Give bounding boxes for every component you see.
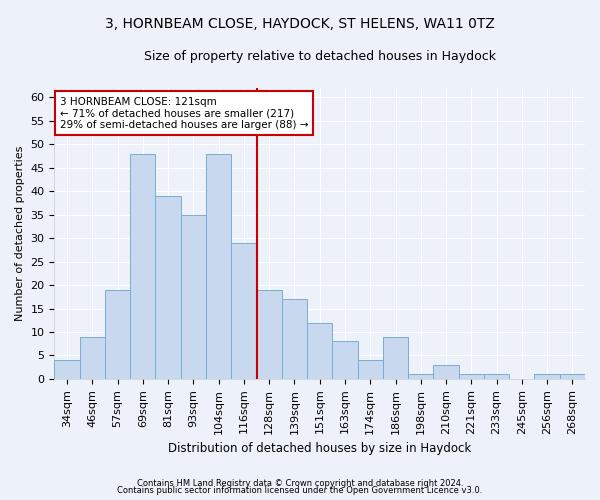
Bar <box>105 290 130 379</box>
Bar <box>257 290 282 379</box>
Bar <box>332 342 358 379</box>
Bar <box>358 360 383 379</box>
Bar <box>206 154 231 379</box>
Text: 3 HORNBEAM CLOSE: 121sqm
← 71% of detached houses are smaller (217)
29% of semi-: 3 HORNBEAM CLOSE: 121sqm ← 71% of detach… <box>60 96 308 130</box>
Text: Contains HM Land Registry data © Crown copyright and database right 2024.: Contains HM Land Registry data © Crown c… <box>137 478 463 488</box>
Bar <box>155 196 181 379</box>
Bar <box>560 374 585 379</box>
Text: Contains public sector information licensed under the Open Government Licence v3: Contains public sector information licen… <box>118 486 482 495</box>
Text: 3, HORNBEAM CLOSE, HAYDOCK, ST HELENS, WA11 0TZ: 3, HORNBEAM CLOSE, HAYDOCK, ST HELENS, W… <box>105 18 495 32</box>
Bar <box>181 214 206 379</box>
Bar <box>408 374 433 379</box>
Bar <box>535 374 560 379</box>
Bar <box>231 243 257 379</box>
Bar <box>55 360 80 379</box>
Bar <box>484 374 509 379</box>
Bar <box>282 299 307 379</box>
Title: Size of property relative to detached houses in Haydock: Size of property relative to detached ho… <box>144 50 496 63</box>
Bar <box>307 322 332 379</box>
X-axis label: Distribution of detached houses by size in Haydock: Distribution of detached houses by size … <box>168 442 472 455</box>
Bar <box>433 365 458 379</box>
Bar <box>80 336 105 379</box>
Bar <box>383 336 408 379</box>
Bar <box>458 374 484 379</box>
Bar <box>130 154 155 379</box>
Y-axis label: Number of detached properties: Number of detached properties <box>15 146 25 321</box>
